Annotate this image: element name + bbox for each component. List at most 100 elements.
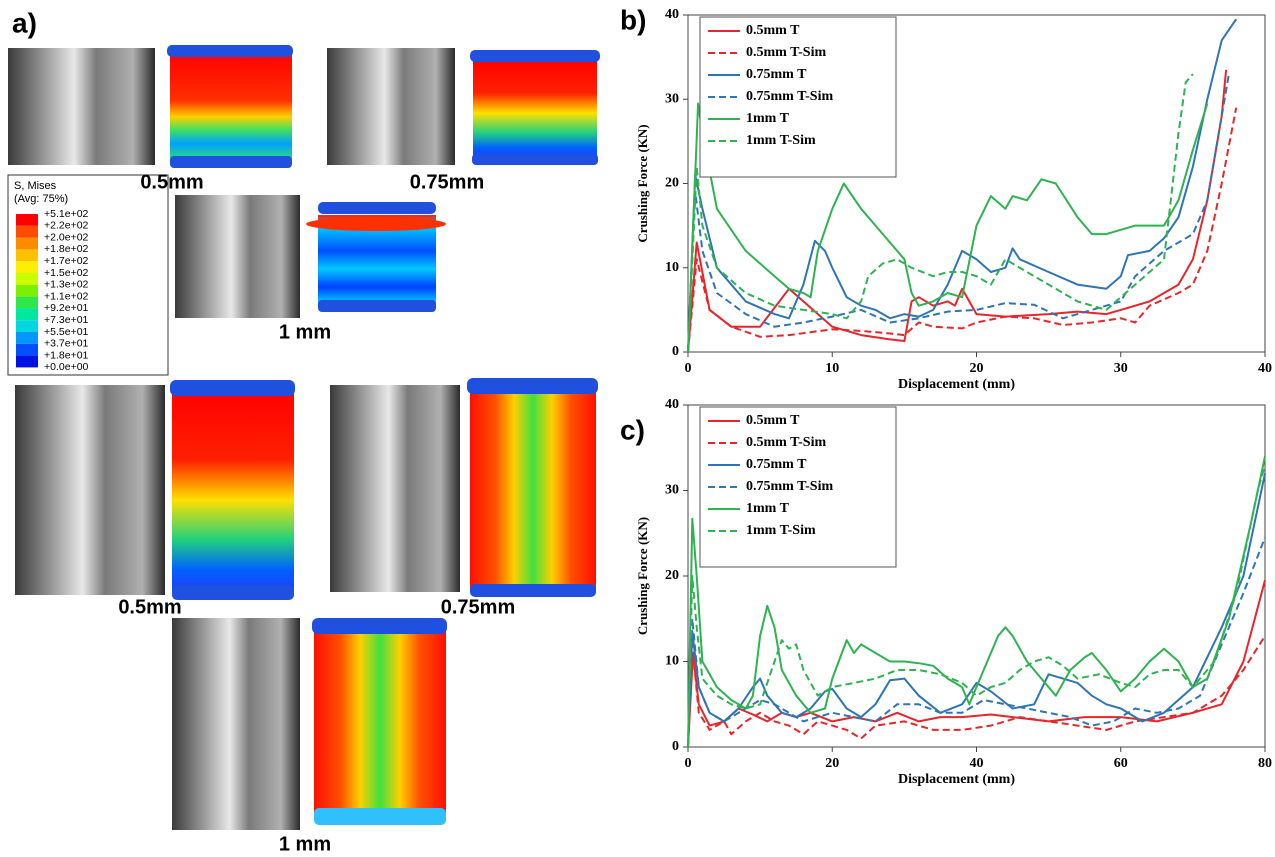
legend-level: +3.7e+01 <box>44 338 89 350</box>
panel-label: a) <box>12 7 37 38</box>
caption: 0.75mm <box>441 596 516 618</box>
legend-swatch <box>16 214 38 226</box>
legend-entry: 0.75mm T-Sim <box>746 89 833 104</box>
y-tick-label: 20 <box>665 176 679 191</box>
legend-level: +1.5e+02 <box>44 267 89 279</box>
panel-label: c) <box>620 414 645 445</box>
legend-entry: 1mm T <box>746 111 790 126</box>
y-tick-label: 10 <box>665 260 679 275</box>
fea-model <box>467 378 598 597</box>
x-axis-label: Displacement (mm) <box>898 377 1015 392</box>
legend-swatch <box>16 320 38 332</box>
legend-level: +1.1e+02 <box>44 290 89 302</box>
photo <box>15 385 165 595</box>
legend-entry: 0.5mm T <box>746 413 800 428</box>
legend-level: +9.2e+01 <box>44 302 89 314</box>
legend-entry: 1mm T <box>746 501 790 516</box>
y-axis-label: Crushing Force (KN) <box>635 517 650 635</box>
legend-swatch <box>16 296 38 309</box>
legend-title: S, Mises <box>14 180 57 192</box>
x-tick-label: 10 <box>825 361 839 376</box>
series-line <box>687 73 1194 353</box>
legend-level: +7.3e+01 <box>44 314 89 326</box>
x-tick-label: 80 <box>1258 756 1272 771</box>
x-axis-label: Displacement (mm) <box>898 772 1015 787</box>
y-tick-label: 30 <box>665 483 679 498</box>
panel-label: b) <box>620 4 646 35</box>
y-axis-label: Crushing Force (KN) <box>635 124 650 242</box>
series-line <box>687 456 1266 748</box>
series-line <box>687 635 1266 748</box>
legend-swatch <box>16 249 38 262</box>
legend-level: +2.2e+02 <box>44 220 89 232</box>
series-line <box>687 102 1209 353</box>
caption: 1 mm <box>279 833 331 855</box>
photo <box>172 618 300 830</box>
series-line <box>687 18 1238 353</box>
panel-a <box>7 45 600 830</box>
caption: 0.75mm <box>410 171 485 193</box>
series-line <box>687 69 1228 353</box>
photo <box>330 385 460 592</box>
legend-level: +1.8e+01 <box>44 349 89 361</box>
y-tick-label: 40 <box>665 7 679 22</box>
fea-model <box>167 45 293 168</box>
chart: c) 0 10 20 30 40 0 20 40 60 80 Displacement (mm) Cru… <box>620 397 1272 787</box>
legend-level: +5.1e+02 <box>44 208 89 220</box>
caption: 1 mm <box>279 321 331 343</box>
legend-entry: 1mm T-Sim <box>746 133 816 148</box>
y-tick-label: 40 <box>665 397 679 412</box>
caption: 0.5mm <box>118 596 181 618</box>
y-tick-label: 0 <box>672 739 679 754</box>
y-tick-label: 20 <box>665 568 679 583</box>
photo <box>327 48 455 165</box>
legend-swatch <box>16 273 38 285</box>
legend-swatch <box>16 237 38 250</box>
legend-entry: 0.5mm T <box>746 23 800 38</box>
legend-level: +1.7e+02 <box>44 255 89 267</box>
legend-entry: 0.75mm T <box>746 67 807 82</box>
legend-entry: 0.5mm T-Sim <box>746 435 826 450</box>
y-tick-label: 0 <box>672 344 679 359</box>
x-tick-label: 40 <box>970 756 984 771</box>
legend-level: +1.3e+02 <box>44 279 89 291</box>
legend-swatch <box>16 261 38 273</box>
series-line <box>687 73 1230 353</box>
legend-entry: 1mm T-Sim <box>746 523 816 538</box>
legend-swatch <box>16 225 38 238</box>
x-tick-label: 0 <box>685 756 692 771</box>
fea-model <box>306 202 446 312</box>
y-tick-label: 10 <box>665 654 679 669</box>
legend-level: +0.0e+00 <box>44 361 89 373</box>
legend-level: +1.8e+02 <box>44 243 89 255</box>
legend-swatch <box>16 355 38 368</box>
x-tick-label: 0 <box>685 361 692 376</box>
legend-swatch <box>16 332 38 344</box>
legend-swatch <box>16 308 38 321</box>
legend-level: +5.5e+01 <box>44 326 89 338</box>
fea-model <box>170 380 295 600</box>
photo <box>175 195 300 318</box>
series-line <box>687 107 1238 353</box>
legend-entry: 0.75mm T-Sim <box>746 479 833 494</box>
legend-swatch <box>16 284 38 297</box>
legend-level: +2.0e+02 <box>44 231 89 243</box>
fea-model <box>470 50 600 165</box>
series-line <box>687 464 1266 748</box>
y-tick-label: 30 <box>665 91 679 106</box>
legend-entry: 0.75mm T <box>746 457 807 472</box>
x-tick-label: 20 <box>970 361 984 376</box>
legend-entry: 0.5mm T-Sim <box>746 45 826 60</box>
chart: b) 0 10 20 30 40 0 10 20 30 40 Displacement (mm) Cru… <box>620 4 1272 392</box>
x-tick-label: 60 <box>1114 756 1128 771</box>
x-tick-label: 20 <box>825 756 839 771</box>
fea-model <box>312 618 447 825</box>
x-tick-label: 30 <box>1114 361 1128 376</box>
legend-subtitle: (Avg: 75%) <box>14 193 68 205</box>
x-tick-label: 40 <box>1258 361 1272 376</box>
legend-swatch <box>16 343 38 356</box>
caption: 0.5mm <box>140 171 203 193</box>
photo <box>8 48 155 165</box>
